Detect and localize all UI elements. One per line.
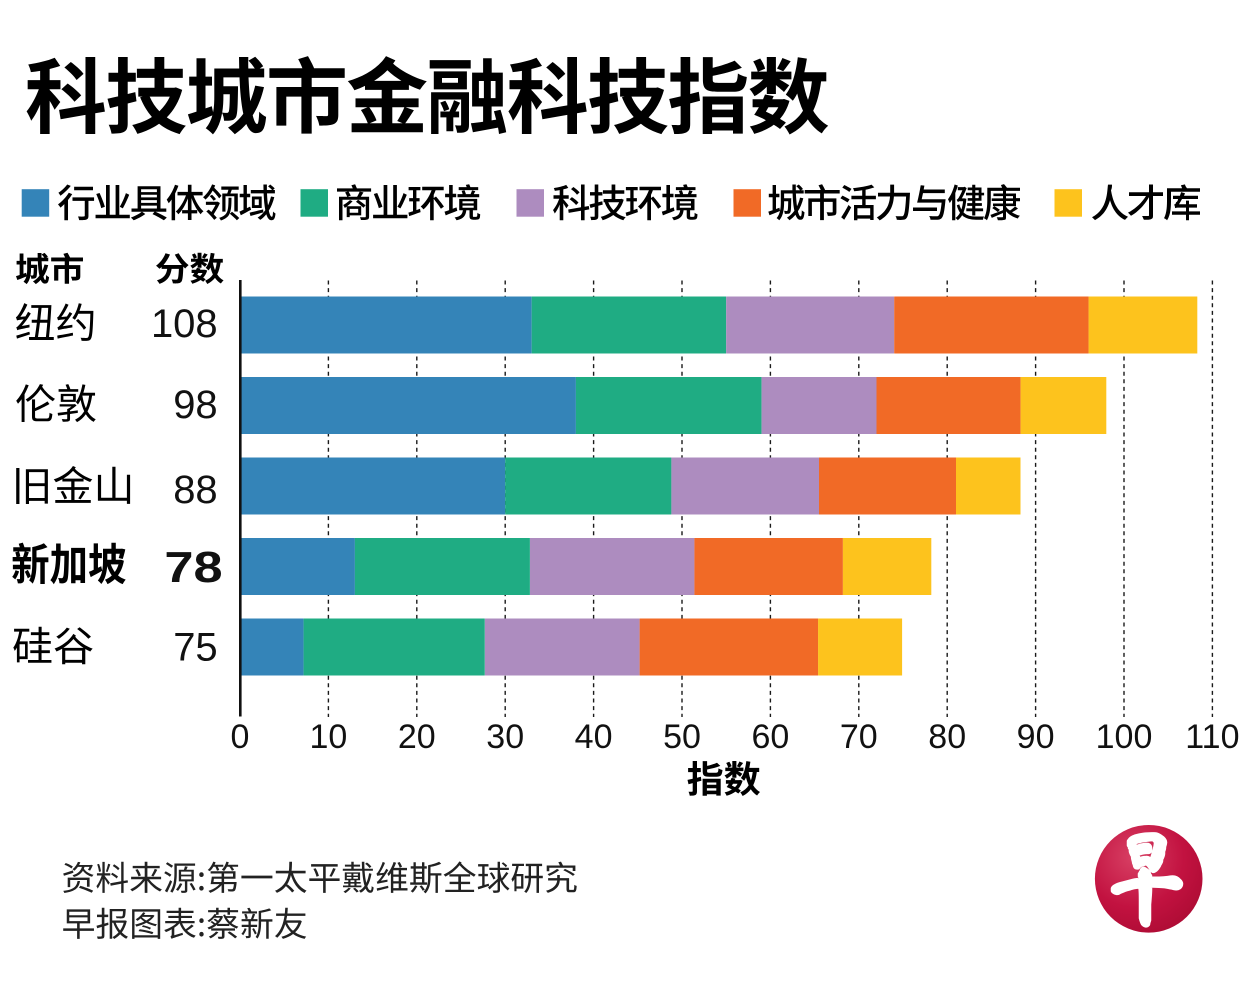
svg-text:60: 60 bbox=[751, 718, 789, 756]
svg-text:110: 110 bbox=[1185, 718, 1239, 756]
svg-text:20: 20 bbox=[398, 718, 436, 756]
svg-text:0: 0 bbox=[231, 718, 250, 756]
svg-text:88: 88 bbox=[173, 468, 218, 512]
svg-text:100: 100 bbox=[1096, 718, 1153, 756]
svg-text:30: 30 bbox=[486, 718, 524, 756]
svg-text:40: 40 bbox=[575, 718, 613, 756]
svg-text:70: 70 bbox=[840, 718, 878, 756]
svg-text:10: 10 bbox=[309, 718, 347, 756]
svg-text:80: 80 bbox=[928, 718, 966, 756]
svg-text:75: 75 bbox=[173, 626, 218, 670]
svg-text:108: 108 bbox=[151, 302, 218, 346]
svg-text:90: 90 bbox=[1017, 718, 1055, 756]
svg-text:78: 78 bbox=[164, 543, 222, 592]
svg-text:98: 98 bbox=[173, 383, 218, 427]
svg-text:50: 50 bbox=[663, 718, 701, 756]
